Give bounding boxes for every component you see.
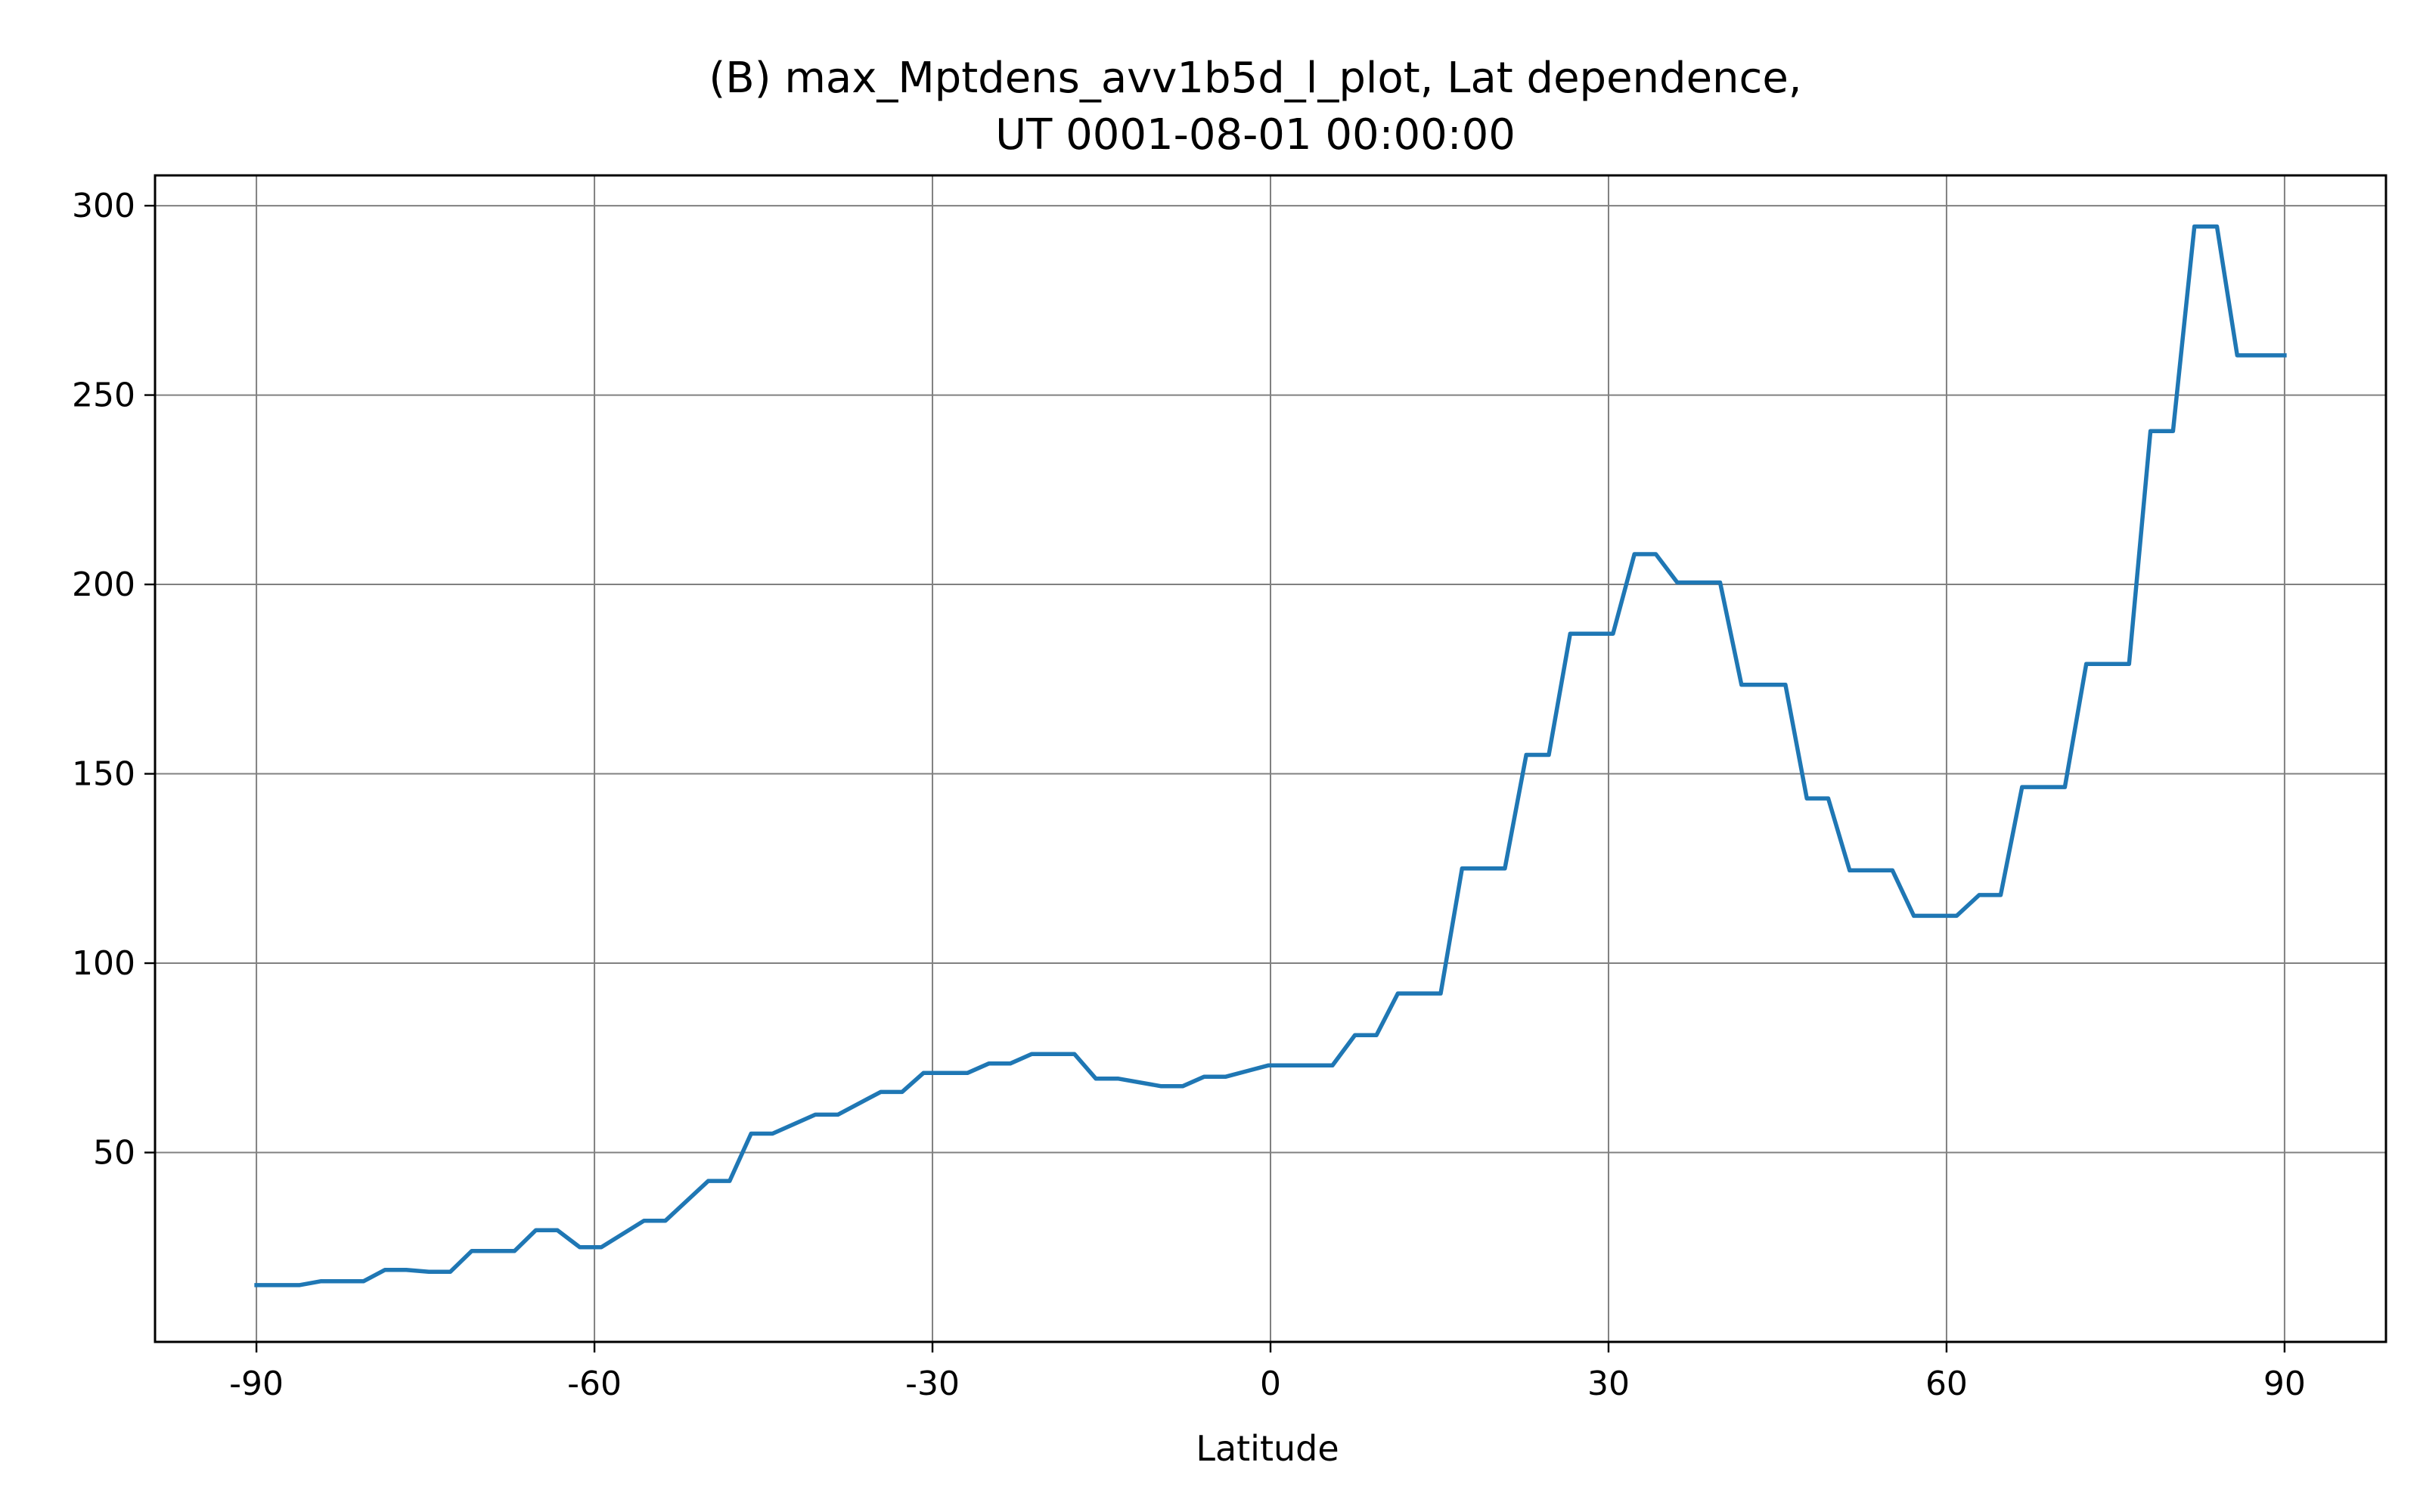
series-line [254,224,2287,1287]
x-tick-label: -30 [905,1365,960,1403]
x-tick-label: 0 [1260,1365,1281,1403]
x-tick-label: 90 [2263,1365,2306,1403]
x-tick-label: -90 [229,1365,284,1403]
chart-title: (B) max_Mptdens_avv1b5d_l_plot, Lat depe… [709,54,1801,160]
x-tick-label: -60 [567,1365,622,1403]
chart-title-line-1: (B) max_Mptdens_avv1b5d_l_plot, Lat depe… [709,54,1801,103]
plot-area [254,224,2287,1287]
x-axis-ticks: -90 -60 -30 0 30 60 90 [229,1342,2306,1403]
y-axis-ticks: 50 100 150 200 250 300 [72,187,155,1173]
grid-lines [155,175,2386,1342]
y-tick-label: 300 [72,187,135,225]
chart-title-line-2: UT 0001-08-01 00:00:00 [995,110,1516,160]
y-tick-label: 250 [72,376,135,415]
x-tick-label: 30 [1587,1365,1630,1403]
y-tick-label: 200 [72,565,135,604]
y-tick-label: 150 [72,755,135,794]
y-tick-label: 100 [72,944,135,983]
x-axis-label: Latitude [1196,1428,1339,1469]
x-tick-label: 60 [1925,1365,1968,1403]
y-tick-label: 50 [93,1134,135,1173]
